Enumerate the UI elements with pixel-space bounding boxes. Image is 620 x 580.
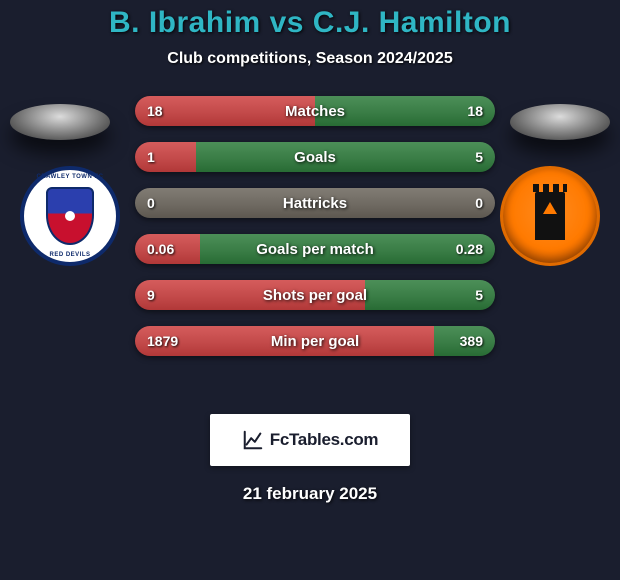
stat-bar-right [434,326,495,356]
stat-bar-left [135,280,365,310]
brand-text: FcTables.com [270,430,379,450]
date-text: 21 february 2025 [0,484,620,504]
stat-bar-left [135,234,200,264]
vs-text: vs [270,6,304,39]
stat-row: Matches1818 [135,96,495,126]
chart-icon [242,429,264,451]
shield-icon [46,187,94,245]
comparison-card: B. Ibrahim vs C.J. Hamilton Club competi… [0,0,620,580]
badge-left-text-bottom: RED DEVILS [24,252,116,258]
stat-bar-right [200,234,495,264]
brand-box: FcTables.com [210,414,410,466]
stat-bar-left [135,142,196,172]
stat-row: Hattricks00 [135,188,495,218]
tower-icon [535,192,565,240]
stat-bar-right [315,188,495,218]
page-title: B. Ibrahim vs C.J. Hamilton [0,6,620,40]
stat-bar-left [135,326,434,356]
stat-row: Min per goal1879389 [135,326,495,356]
stat-bar-right [365,280,495,310]
stat-row: Goals per match0.060.28 [135,234,495,264]
stat-row: Goals15 [135,142,495,172]
player1-name: B. Ibrahim [109,6,261,39]
subtitle: Club competitions, Season 2024/2025 [0,50,620,68]
stat-bar-right [315,96,495,126]
club-badge-right [500,166,600,266]
badge-left-text-top: CRAWLEY TOWN FC [24,174,116,180]
pedestal-right [510,104,610,140]
stat-bar-left [135,188,315,218]
player2-name: C.J. Hamilton [313,6,511,39]
stats-arena: CRAWLEY TOWN FC RED DEVILS Matches1818 Go… [0,96,620,396]
stat-row: Shots per goal95 [135,280,495,310]
stat-bar-right [196,142,495,172]
club-badge-left: CRAWLEY TOWN FC RED DEVILS [20,166,120,266]
stat-bars: Matches1818 Goals15 Hattricks00 Goals per m… [135,96,495,372]
stat-bar-left [135,96,315,126]
pedestal-left [10,104,110,140]
